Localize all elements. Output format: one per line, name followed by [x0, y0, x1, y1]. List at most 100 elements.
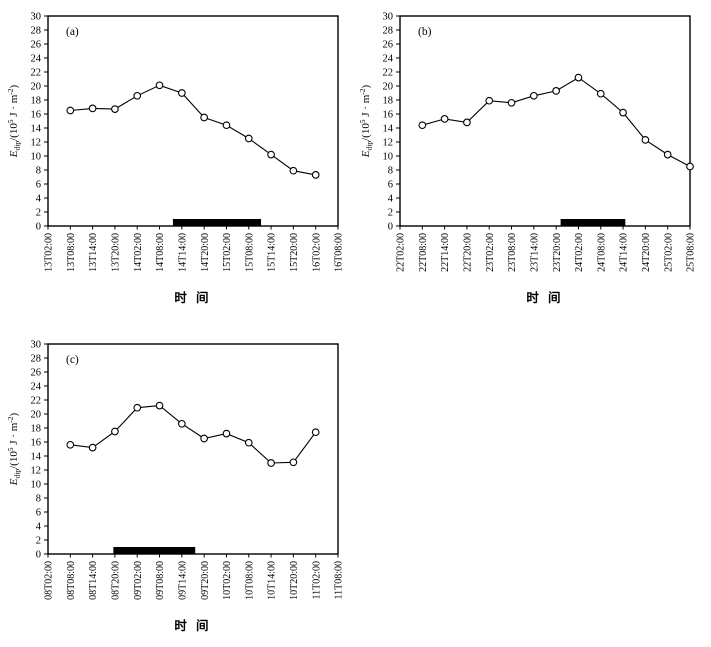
data-point-marker — [641, 136, 650, 144]
data-point-marker — [222, 121, 231, 130]
x-axis-ticks: 08T02:00 08T08:00 08T14:00 08T20:00 09T02:00… — [44, 554, 345, 600]
data-point-marker — [267, 459, 275, 467]
y-tick-label: 16 — [31, 110, 42, 121]
y-tick-label: 2 — [36, 208, 41, 219]
x-axis-ticks: 22T02:00 22T08:00 22T14:00 22T20:00 23T02:00… — [396, 226, 697, 272]
panel-label: (b) — [418, 26, 432, 38]
y-axis-label: Edip/(105 J · m-2) — [6, 84, 22, 158]
y-tick-label: 28 — [383, 26, 394, 37]
chart-panel-b: 0 2 4 6 8 10 12 14 16 18 20 22 24 26 28 30 22T02:00 22T08… — [356, 2, 708, 314]
plot-border — [47, 15, 339, 227]
x-tick-label: 16T02:00 — [311, 233, 322, 272]
y-tick-label: 14 — [383, 124, 394, 135]
y-tick-label: 2 — [388, 208, 393, 219]
y-tick-label: 20 — [383, 82, 394, 93]
x-tick-label: 09T14:00 — [177, 561, 188, 600]
data-point-marker — [440, 115, 449, 123]
x-tick-label: 24T20:00 — [641, 233, 652, 272]
data-point-marker — [111, 427, 119, 436]
data-point-marker — [530, 91, 538, 100]
x-tick-label: 09T02:00 — [133, 561, 144, 600]
data-point-marker — [686, 162, 694, 171]
y-tick-label: 30 — [383, 12, 394, 23]
x-tick-label: 13T08:00 — [66, 233, 77, 272]
data-point-marker — [200, 434, 208, 443]
series-line — [70, 84, 316, 176]
data-point-marker — [485, 96, 494, 105]
x-axis-ticks: 13T02:00 13T08:00 13T14:00 13T20:00 14T02:00… — [44, 226, 345, 272]
x-axis-label: 时 间 — [526, 290, 563, 305]
panel-label: (c) — [66, 354, 79, 366]
x-tick-label: 08T02:00 — [44, 561, 55, 600]
data-point-marker — [244, 438, 253, 447]
plot-border — [47, 343, 339, 555]
y-tick-label: 4 — [388, 194, 394, 205]
x-tick-label: 15T14:00 — [267, 233, 278, 272]
x-tick-label: 08T14:00 — [88, 561, 99, 600]
event-period-bar — [560, 219, 626, 226]
y-tick-label: 20 — [31, 82, 42, 93]
chart-panel-a: 0 2 4 6 8 10 12 14 16 18 20 22 24 26 28 30 13T02:00 13T08… — [4, 2, 356, 314]
x-tick-label: 23T08:00 — [507, 233, 518, 272]
data-point-marker — [244, 134, 253, 143]
y-tick-label: 8 — [36, 494, 41, 505]
x-tick-label: 13T14:00 — [88, 233, 99, 272]
event-period-bar — [172, 219, 262, 226]
x-tick-label: 24T02:00 — [574, 233, 585, 272]
data-point-marker — [596, 89, 605, 98]
y-tick-label: 28 — [31, 26, 42, 37]
data-series — [418, 73, 694, 171]
y-tick-label: 26 — [383, 40, 394, 51]
data-point-marker — [289, 458, 298, 467]
data-point-marker — [418, 121, 427, 130]
x-tick-label: 24T14:00 — [619, 233, 630, 272]
y-tick-label: 12 — [31, 466, 42, 477]
x-tick-label: 11T02:00 — [311, 561, 322, 600]
data-series — [66, 401, 320, 467]
x-tick-label: 15T02:00 — [222, 233, 233, 272]
y-tick-label: 14 — [31, 124, 42, 135]
data-point-marker — [88, 104, 97, 113]
y-tick-label: 22 — [383, 68, 394, 79]
y-tick-label: 16 — [31, 438, 42, 449]
x-tick-label: 14T02:00 — [133, 233, 144, 272]
x-tick-label: 23T14:00 — [529, 233, 540, 272]
y-tick-label: 14 — [31, 452, 42, 463]
y-tick-label: 28 — [31, 354, 42, 365]
y-tick-label: 30 — [31, 12, 42, 23]
event-period-bar — [113, 547, 196, 554]
data-point-marker — [155, 401, 164, 410]
x-tick-label: 13T20:00 — [111, 233, 122, 272]
data-point-marker — [178, 89, 186, 97]
x-tick-label: 23T02:00 — [485, 233, 496, 272]
data-point-marker — [619, 108, 627, 117]
y-tick-label: 24 — [383, 54, 394, 65]
data-point-marker — [66, 440, 75, 449]
x-axis-label: 时 间 — [174, 290, 211, 305]
x-tick-label: 11T08:00 — [334, 561, 345, 600]
data-point-marker — [463, 118, 471, 127]
data-point-marker — [133, 91, 142, 100]
x-tick-label: 23T20:00 — [552, 233, 563, 272]
x-tick-label: 08T08:00 — [66, 561, 77, 600]
data-point-marker — [311, 171, 320, 179]
chart-panel-c: 0 2 4 6 8 10 12 14 16 18 20 22 24 26 28 30 08T02:00 08T08… — [4, 330, 356, 642]
x-tick-label: 09T20:00 — [200, 561, 211, 600]
y-axis-label: Edip/(105 J · m-2) — [6, 412, 22, 486]
y-tick-label: 6 — [36, 508, 41, 519]
y-tick-label: 10 — [31, 480, 42, 491]
y-tick-label: 6 — [36, 180, 41, 191]
data-point-marker — [267, 150, 275, 159]
y-tick-label: 10 — [383, 152, 394, 163]
series-line — [70, 405, 317, 464]
data-point-marker — [311, 428, 320, 437]
y-tick-label: 0 — [36, 222, 41, 233]
y-tick-label: 12 — [31, 138, 42, 149]
y-tick-label: 8 — [388, 166, 393, 177]
x-tick-label: 10T02:00 — [222, 561, 233, 600]
x-tick-label: 25T02:00 — [663, 233, 674, 272]
data-point-marker — [507, 98, 516, 107]
